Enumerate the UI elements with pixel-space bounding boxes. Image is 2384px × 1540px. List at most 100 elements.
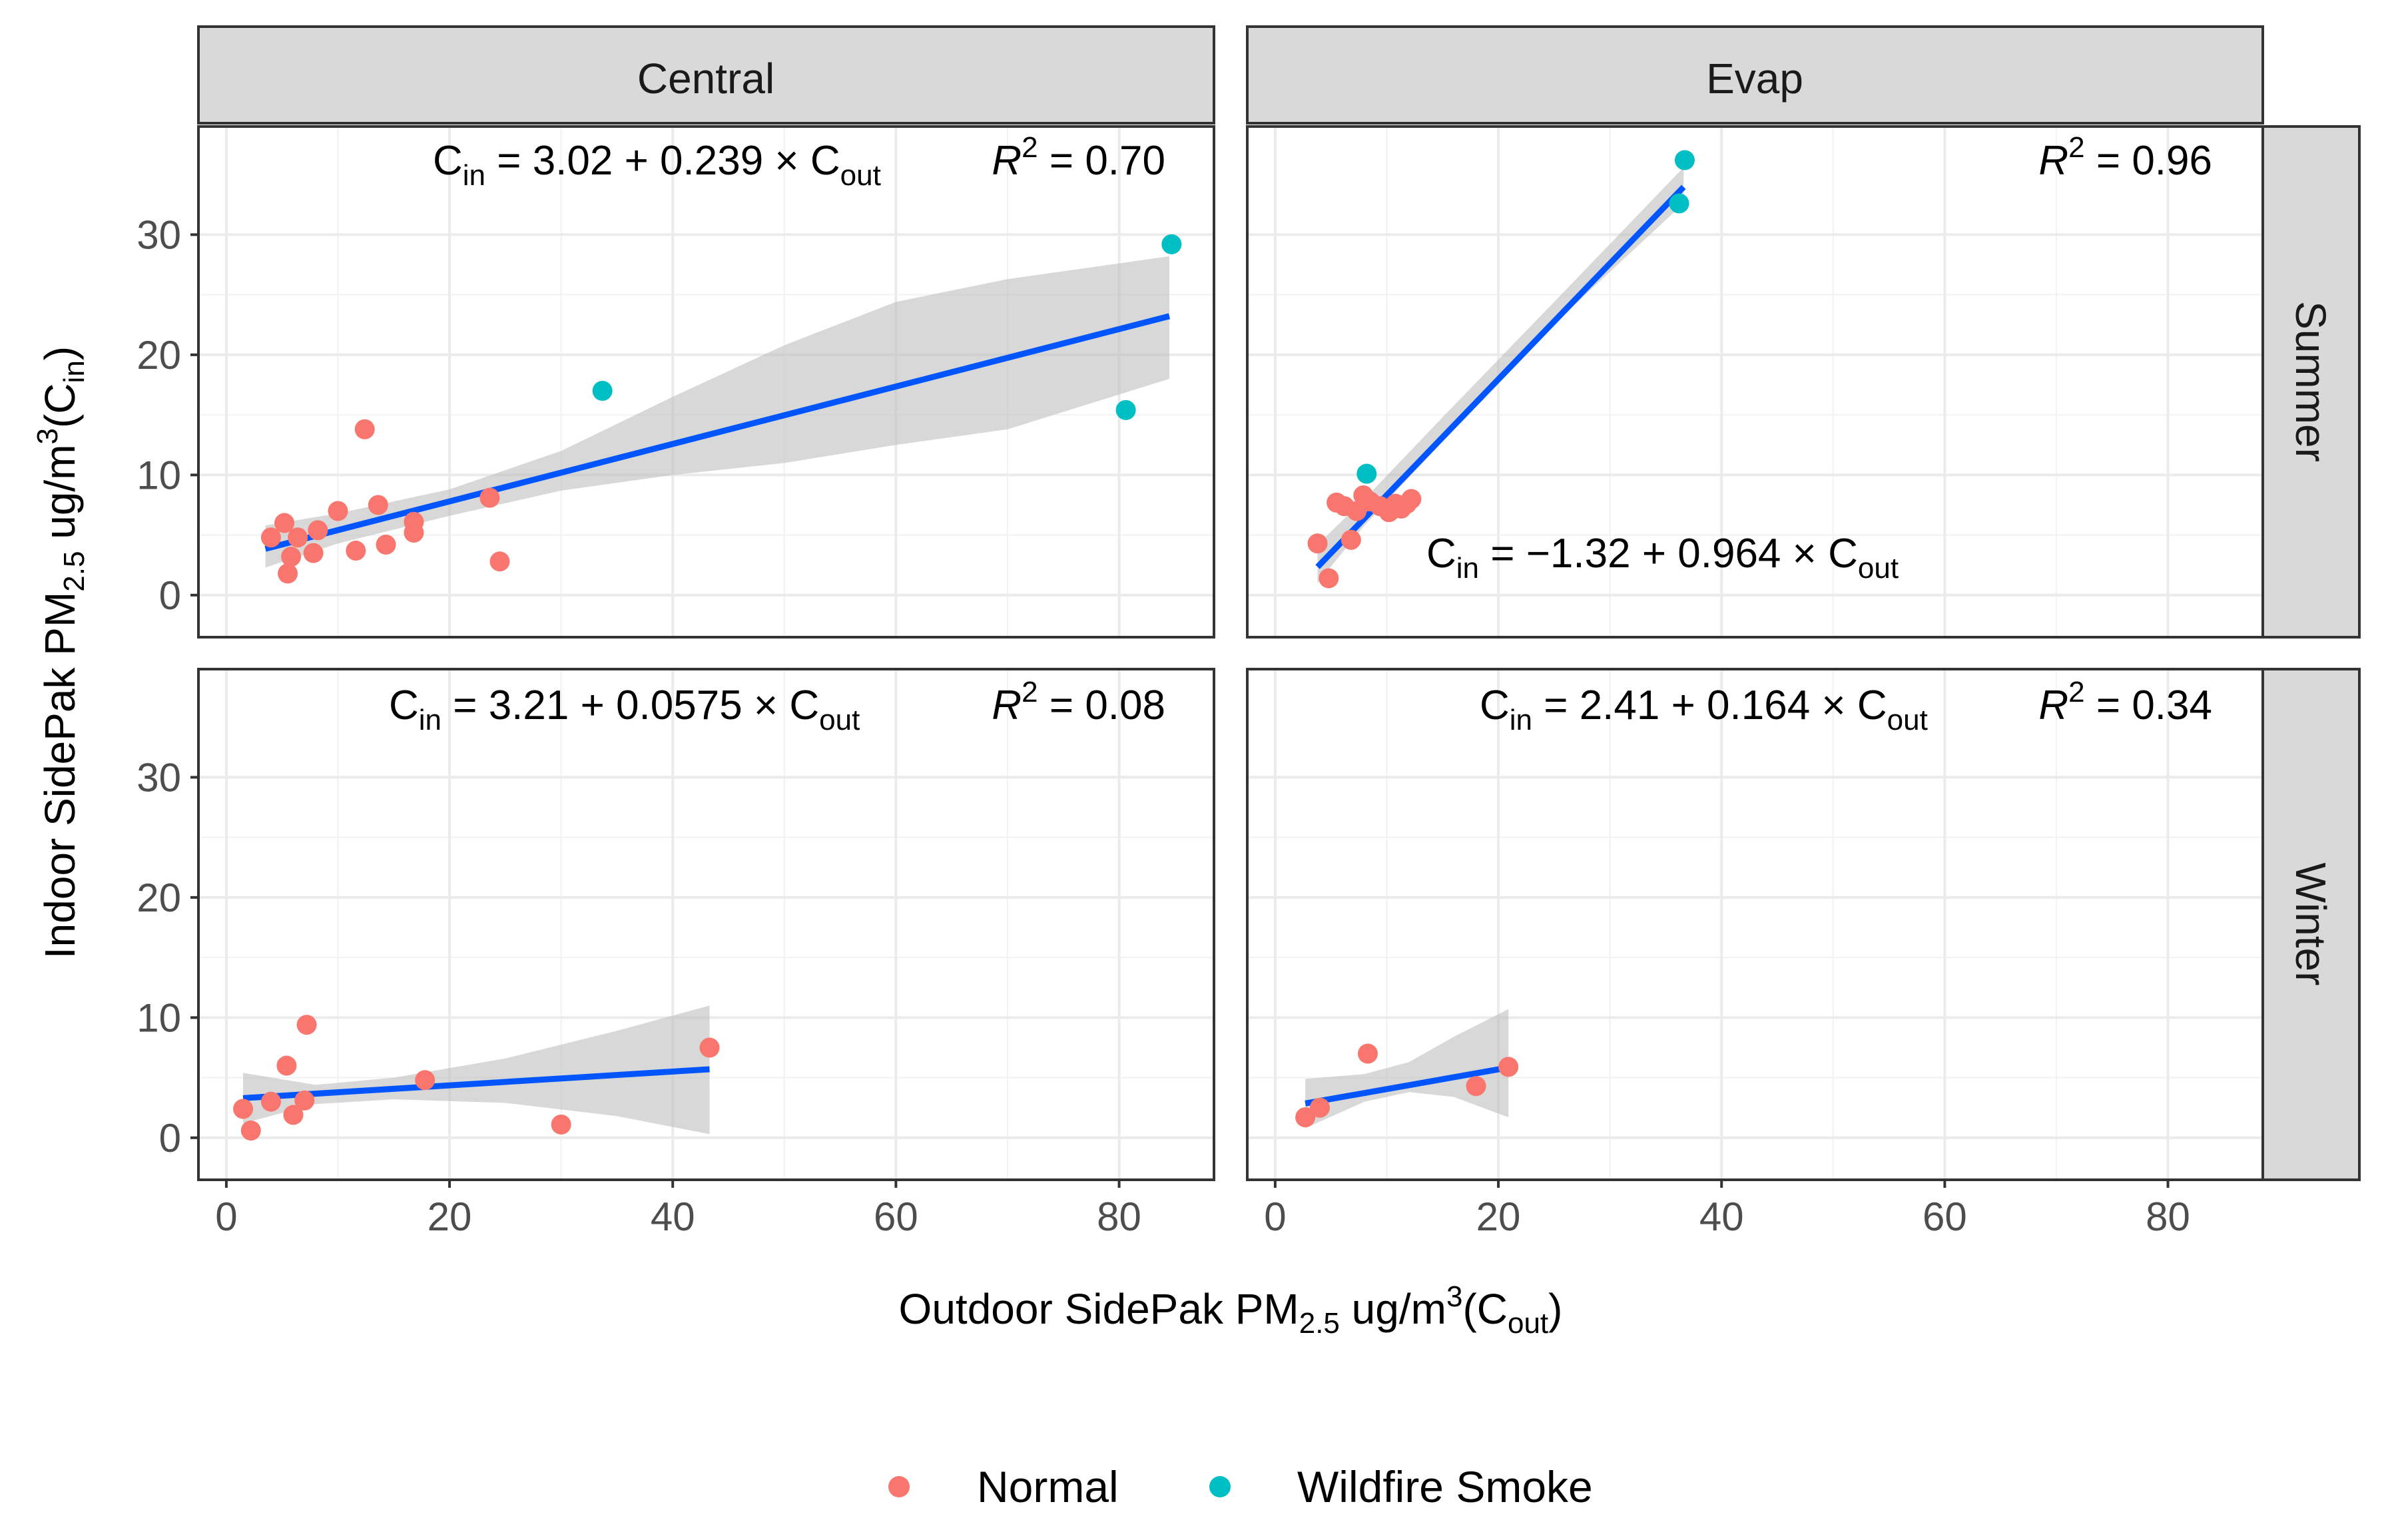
gridlines — [1247, 127, 2263, 637]
point-normal-9 — [354, 419, 375, 439]
legend-label-normal: Normal — [977, 1462, 1119, 1511]
panel-central-winter: Cin = 3.21 + 0.0575 × Cout R2 = 0.08 — [197, 668, 1215, 1181]
gridlines — [198, 669, 1214, 1180]
point-normal-9 — [699, 1037, 720, 1058]
equation-label: Cin = 3.21 + 0.0575 × Cout — [389, 682, 860, 736]
point-normal-2 — [260, 1091, 281, 1112]
legend-key-normal — [888, 1476, 910, 1497]
x-tick-label: 0 — [1264, 1194, 1286, 1239]
r-squared-label: R2 = 0.70 — [992, 131, 1165, 184]
point-smoke-16 — [1669, 193, 1689, 214]
strip-top-central: Central — [197, 25, 1215, 125]
point-smoke-17 — [1115, 399, 1136, 420]
point-normal-10 — [368, 495, 388, 515]
x-tick-label: 40 — [651, 1194, 695, 1239]
point-normal-1 — [1309, 1097, 1330, 1118]
strip-label-summer: Summer — [2287, 301, 2335, 462]
strip-top-evap: Evap — [1246, 25, 2264, 125]
regression-line — [242, 1066, 710, 1101]
panel-evap-summer: Cin = −1.32 + 0.964 × Cout R2 = 0.96 — [1246, 125, 2264, 639]
confidence-band — [1305, 1009, 1509, 1129]
point-normal-15 — [489, 551, 510, 572]
strip-label-central: Central — [637, 55, 774, 103]
y-tick-label: 10 — [137, 995, 181, 1040]
strip-right-winter: Winter — [2261, 668, 2361, 1181]
regression-line — [1305, 1065, 1509, 1107]
equation-label: Cin = 2.41 + 0.164 × Cout — [1480, 682, 1928, 736]
y-tick-label: 10 — [137, 453, 181, 497]
regression-line — [264, 313, 1171, 552]
y-tick-label: 0 — [159, 1116, 181, 1160]
point-normal-3 — [281, 547, 302, 567]
r-squared-label: R2 = 0.96 — [2038, 131, 2212, 184]
panel-border — [197, 125, 1215, 639]
r-squared-label: R2 = 0.08 — [992, 676, 1165, 728]
x-axis-title: Outdoor SidePak PM2.5 ug/m3(Cout) — [899, 1280, 1563, 1340]
point-normal-8 — [551, 1114, 571, 1135]
equation-label: Cin = 3.02 + 0.239 × Cout — [433, 138, 881, 192]
x-tick-label: 20 — [428, 1194, 472, 1239]
strip-right-summer: Summer — [2261, 125, 2361, 639]
point-normal-7 — [415, 1070, 436, 1091]
point-normal-0 — [1307, 533, 1328, 554]
legend: Normal Wildfire Smoke — [888, 1462, 1593, 1511]
point-normal-0 — [260, 527, 281, 548]
point-normal-8 — [346, 541, 366, 561]
y-tick-label: 0 — [159, 573, 181, 618]
confidence-band — [243, 1005, 710, 1135]
point-normal-13 — [1401, 489, 1422, 509]
y-tick-label: 30 — [137, 212, 181, 257]
point-normal-3 — [1466, 1076, 1486, 1097]
y-tick-label: 30 — [137, 755, 181, 800]
x-tick-label: 60 — [1923, 1194, 1967, 1239]
equation-label: Cin = −1.32 + 0.964 × Cout — [1426, 531, 1899, 585]
strip-label-winter: Winter — [2287, 863, 2335, 986]
point-smoke-14 — [1356, 463, 1377, 484]
x-tick-labels: 0 20 40 60 80 0 20 40 60 80 — [215, 1180, 2190, 1239]
x-tick-label: 80 — [2146, 1194, 2190, 1239]
x-tick-label: 40 — [1699, 1194, 1744, 1239]
point-smoke-16 — [592, 381, 613, 401]
y-axis-title: Indoor SidePak PM2.5 ug/m3(Cin) — [31, 346, 91, 959]
point-normal-5 — [294, 1090, 315, 1111]
point-normal-4 — [288, 527, 308, 548]
panel-central-summer: Cin = 3.02 + 0.239 × Cout R2 = 0.70 — [197, 125, 1215, 639]
x-tick-label: 80 — [1097, 1194, 1141, 1239]
r-squared-label: R2 = 0.34 — [2038, 676, 2212, 728]
point-normal-6 — [308, 520, 328, 541]
point-normal-3 — [276, 1055, 297, 1076]
legend-key-wildfire-smoke — [1209, 1476, 1231, 1497]
point-normal-6 — [296, 1015, 317, 1035]
point-normal-11 — [376, 535, 396, 555]
strips-layer: Central Evap Summer Winter — [197, 25, 2361, 1181]
panel-background — [1247, 669, 2263, 1180]
point-normal-4 — [1341, 529, 1361, 550]
point-normal-1 — [240, 1121, 261, 1141]
legend-label-wildfire-smoke: Wildfire Smoke — [1297, 1462, 1593, 1511]
point-normal-0 — [1295, 1107, 1316, 1128]
point-normal-1 — [1319, 568, 1339, 589]
panel-border — [197, 668, 1215, 1181]
x-tick-label: 60 — [874, 1194, 918, 1239]
point-normal-2 — [278, 563, 298, 584]
point-normal-14 — [479, 487, 500, 508]
gridlines — [1247, 669, 2263, 1180]
panel-background — [1247, 127, 2263, 637]
strip-label-evap: Evap — [1706, 55, 1803, 103]
point-normal-13 — [404, 522, 424, 543]
point-smoke-18 — [1161, 234, 1182, 254]
x-tick-label: 0 — [215, 1194, 237, 1239]
y-tick-label: 20 — [137, 333, 181, 378]
point-normal-7 — [328, 501, 348, 521]
panel-evap-winter: Cin = 2.41 + 0.164 × Cout R2 = 0.34 — [1246, 668, 2264, 1181]
point-normal-4 — [1498, 1057, 1519, 1077]
point-smoke-15 — [1674, 150, 1695, 170]
y-tick-label: 20 — [137, 876, 181, 920]
y-tick-labels: 0 10 20 30 0 10 20 30 — [137, 212, 198, 1160]
point-normal-4 — [283, 1105, 304, 1125]
point-normal-2 — [1357, 1043, 1378, 1064]
point-normal-0 — [233, 1099, 254, 1119]
x-tick-label: 20 — [1476, 1194, 1521, 1239]
